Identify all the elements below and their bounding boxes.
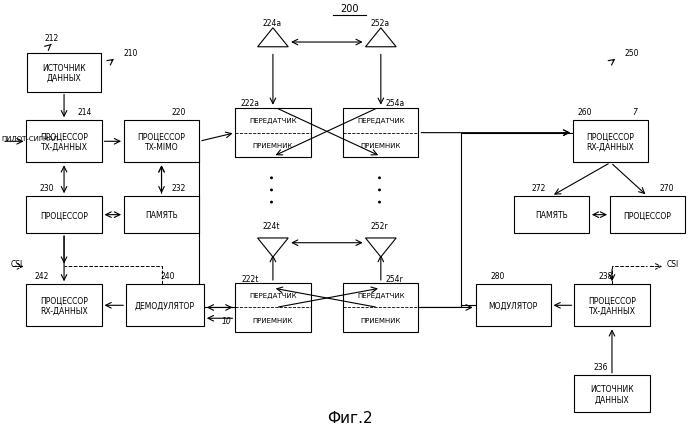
- Text: ПАМЯТЬ: ПАМЯТЬ: [535, 210, 568, 220]
- Text: ИСТОЧНИК
ДАННЫХ: ИСТОЧНИК ДАННЫХ: [590, 384, 634, 404]
- Text: •  •  •: • • •: [376, 174, 386, 204]
- Polygon shape: [366, 238, 396, 257]
- Text: 236: 236: [593, 362, 607, 371]
- Text: ПРОЦЕССОР
TX-ДАННЫХ: ПРОЦЕССОР TX-ДАННЫХ: [588, 296, 636, 315]
- FancyBboxPatch shape: [343, 108, 419, 158]
- Text: ПРОЦЕССОР: ПРОЦЕССОР: [40, 210, 88, 220]
- Text: 240: 240: [160, 272, 175, 280]
- Text: 232: 232: [172, 184, 187, 193]
- Text: ПРОЦЕССОР
TX-MIMO: ПРОЦЕССОР TX-MIMO: [138, 132, 185, 151]
- Text: 242: 242: [35, 272, 49, 280]
- Text: ПЕРЕДАТЧИК: ПЕРЕДАТЧИК: [249, 293, 297, 299]
- Text: 222a: 222a: [240, 99, 259, 108]
- Text: 222t: 222t: [242, 274, 259, 283]
- Text: 7: 7: [632, 108, 637, 117]
- Text: 220: 220: [172, 108, 187, 117]
- FancyBboxPatch shape: [236, 283, 310, 332]
- Text: ПРОЦЕССОР: ПРОЦЕССОР: [624, 210, 672, 220]
- Text: ПЕРЕДАТЧИК: ПЕРЕДАТЧИК: [249, 118, 297, 124]
- Text: 238: 238: [598, 272, 612, 280]
- Polygon shape: [258, 238, 288, 257]
- Text: 224t: 224t: [262, 221, 280, 230]
- Text: ПРОЦЕССОР
RX-ДАННЫХ: ПРОЦЕССОР RX-ДАННЫХ: [586, 132, 635, 151]
- FancyBboxPatch shape: [124, 197, 199, 233]
- Text: 272: 272: [532, 184, 547, 193]
- Text: 214: 214: [78, 108, 92, 117]
- Text: 280: 280: [491, 272, 505, 280]
- FancyBboxPatch shape: [27, 285, 101, 327]
- Text: 252a: 252a: [370, 19, 389, 28]
- Text: ПРОЦЕССОР
RX-ДАННЫХ: ПРОЦЕССОР RX-ДАННЫХ: [40, 296, 88, 315]
- Text: ПИЛОТ-СИГНАЛ: ПИЛОТ-СИГНАЛ: [1, 136, 59, 142]
- Text: 230: 230: [40, 184, 55, 193]
- Text: ПАМЯТЬ: ПАМЯТЬ: [145, 210, 178, 220]
- Text: ИСТОЧНИК
ДАННЫХ: ИСТОЧНИК ДАННЫХ: [42, 63, 86, 83]
- FancyBboxPatch shape: [124, 121, 199, 163]
- Text: ПРИЕМНИК: ПРИЕМНИК: [361, 317, 401, 323]
- FancyBboxPatch shape: [27, 197, 101, 233]
- Text: 270: 270: [659, 184, 674, 193]
- Text: 224a: 224a: [262, 19, 282, 28]
- Text: CSI: CSI: [10, 260, 22, 269]
- Text: 254r: 254r: [386, 274, 403, 283]
- Text: ПЕРЕДАТЧИК: ПЕРЕДАТЧИК: [357, 118, 405, 124]
- Text: ПРИЕМНИК: ПРИЕМНИК: [253, 317, 293, 323]
- Text: 212: 212: [45, 34, 59, 43]
- Text: ПРИЕМНИК: ПРИЕМНИК: [361, 143, 401, 149]
- FancyBboxPatch shape: [236, 108, 310, 158]
- FancyBboxPatch shape: [126, 285, 204, 327]
- Text: 10: 10: [222, 316, 232, 325]
- FancyBboxPatch shape: [575, 375, 649, 412]
- Text: МОДУЛЯТОР: МОДУЛЯТОР: [489, 301, 538, 310]
- Text: ДЕМОДУЛЯТОР: ДЕМОДУЛЯТОР: [135, 301, 195, 310]
- FancyBboxPatch shape: [27, 121, 101, 163]
- FancyBboxPatch shape: [343, 283, 419, 332]
- FancyBboxPatch shape: [514, 197, 589, 233]
- FancyBboxPatch shape: [27, 54, 101, 92]
- Text: •  •  •: • • •: [268, 174, 278, 204]
- Text: 260: 260: [578, 108, 592, 117]
- FancyBboxPatch shape: [573, 121, 648, 163]
- Text: 210: 210: [123, 49, 138, 58]
- FancyBboxPatch shape: [475, 285, 551, 327]
- FancyBboxPatch shape: [610, 197, 685, 233]
- Text: 254a: 254a: [386, 99, 405, 108]
- Text: 200: 200: [340, 3, 359, 13]
- Text: Фиг.2: Фиг.2: [326, 410, 373, 425]
- Text: ПРОЦЕССОР
TX-ДАННЫХ: ПРОЦЕССОР TX-ДАННЫХ: [40, 132, 88, 151]
- Text: 250: 250: [624, 49, 639, 58]
- Text: ПРИЕМНИК: ПРИЕМНИК: [253, 143, 293, 149]
- FancyBboxPatch shape: [575, 285, 649, 327]
- Text: ПЕРЕДАТЧИК: ПЕРЕДАТЧИК: [357, 293, 405, 299]
- Polygon shape: [258, 29, 288, 48]
- Polygon shape: [366, 29, 396, 48]
- Text: 252r: 252r: [370, 221, 388, 230]
- Text: CSI: CSI: [666, 260, 679, 269]
